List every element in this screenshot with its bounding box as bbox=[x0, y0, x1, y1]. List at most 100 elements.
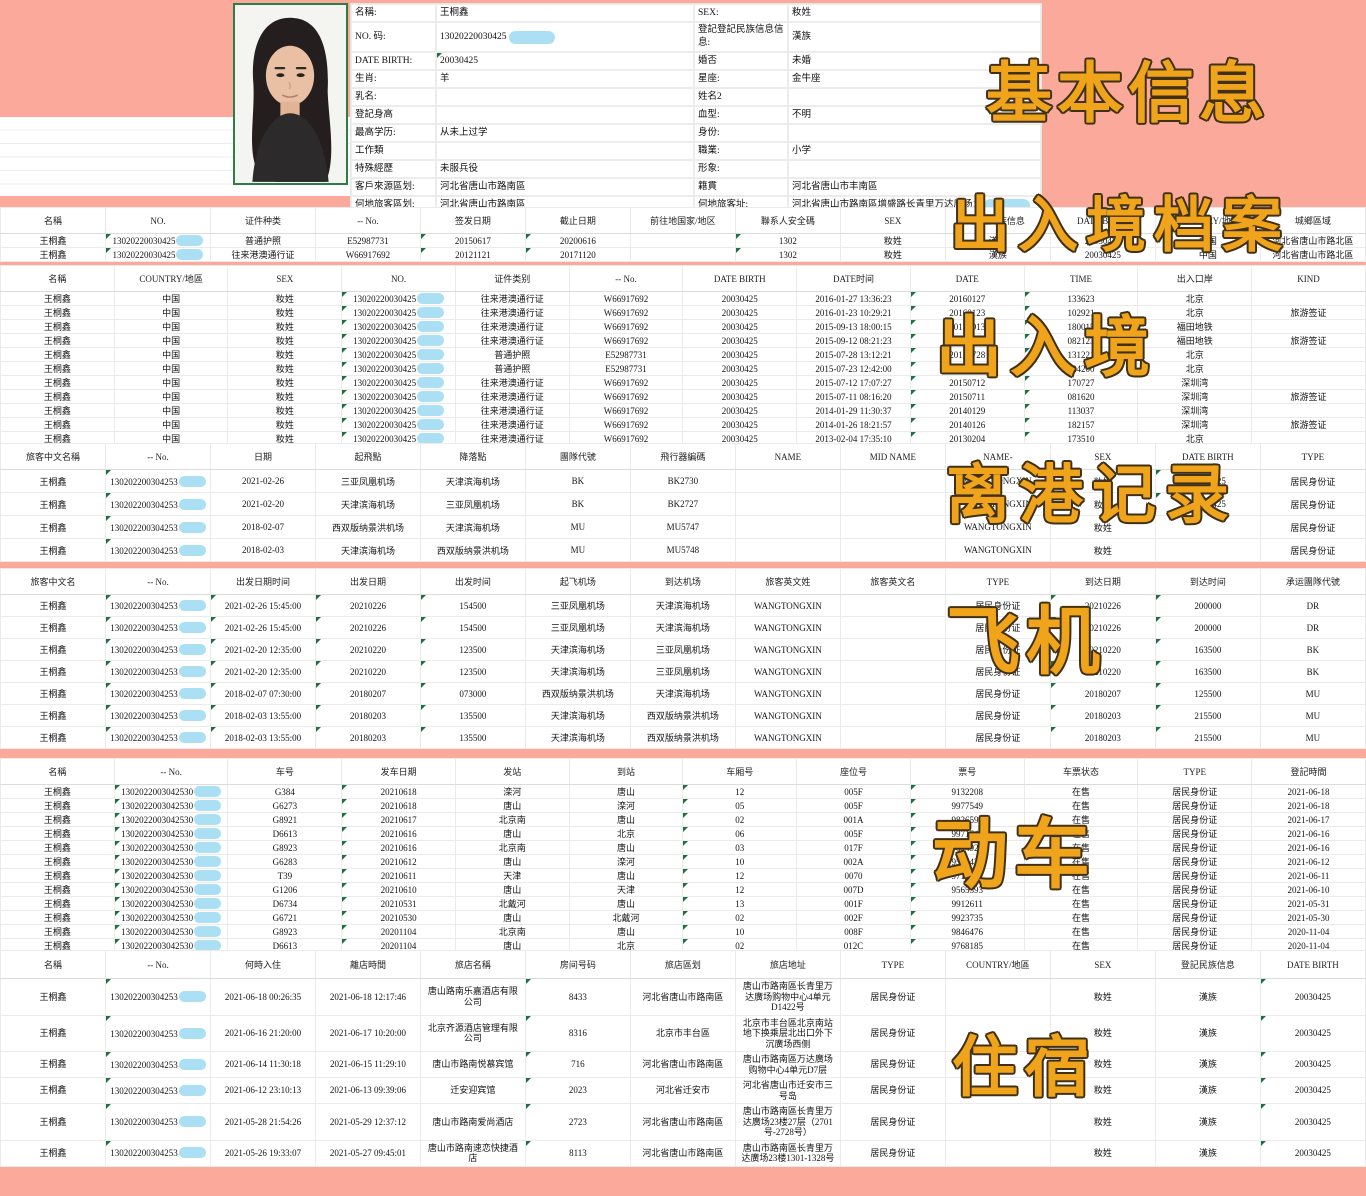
green-corner-marker bbox=[106, 661, 111, 666]
cell: 13020220030425 bbox=[341, 375, 456, 390]
green-corner-marker bbox=[526, 1052, 531, 1057]
cell: 王桐鑫 bbox=[0, 882, 115, 897]
cell: 中国 bbox=[113, 291, 229, 306]
column-header: 起飛點 bbox=[314, 443, 421, 470]
redaction-blur bbox=[176, 235, 204, 246]
cell: 131221 bbox=[1023, 347, 1139, 362]
green-corner-marker bbox=[1051, 639, 1056, 644]
cell: 王桐鑫 bbox=[0, 868, 115, 883]
cell bbox=[734, 492, 841, 516]
redaction-blur bbox=[417, 391, 445, 402]
column-header: 到达时间 bbox=[1154, 568, 1261, 595]
cell: 2021-02-20 bbox=[209, 492, 316, 516]
cell: BK bbox=[524, 492, 631, 516]
cell: MU5748 bbox=[629, 538, 736, 562]
redaction-blur bbox=[178, 644, 206, 655]
cell: 2021-06-15 11:29:10 bbox=[314, 1051, 421, 1078]
cell: 20030425 bbox=[682, 403, 798, 418]
cell: 唐山 bbox=[568, 840, 684, 855]
cell: WANGTONGXIN bbox=[734, 726, 841, 749]
cell: 20030425 bbox=[682, 389, 798, 404]
cell: 唐山 bbox=[454, 798, 570, 813]
green-corner-marker bbox=[106, 539, 111, 544]
cell: 天津滨海机场 bbox=[629, 594, 736, 617]
cell: 居民身份证 bbox=[1137, 784, 1253, 799]
column-header: 何時入住 bbox=[209, 950, 316, 979]
field-label: 籍貫 bbox=[694, 178, 788, 196]
cell: 王桐鑫 bbox=[0, 1051, 106, 1078]
cell: 20210226 bbox=[314, 616, 421, 639]
green-corner-marker bbox=[1025, 404, 1030, 409]
cell: 2018-02-03 13:55:00 bbox=[209, 704, 316, 727]
field-label: SEX: bbox=[694, 4, 788, 22]
green-corner-marker bbox=[683, 841, 689, 846]
cell: 20030425 bbox=[1259, 1139, 1366, 1167]
field-label: 名稱: bbox=[351, 4, 436, 22]
green-corner-marker bbox=[342, 841, 348, 846]
field-value bbox=[788, 160, 1041, 178]
cell: 居民身份证 bbox=[1137, 924, 1253, 939]
cell: 001A bbox=[796, 812, 911, 827]
cell: 籹姓 bbox=[1049, 538, 1156, 562]
cell: 唐山 bbox=[568, 784, 684, 799]
cell: 籹姓 bbox=[227, 319, 343, 334]
green-corner-marker bbox=[342, 897, 348, 902]
cell: 20210226 bbox=[314, 594, 421, 617]
cell: 漢族 bbox=[1154, 1139, 1261, 1167]
table-row: 王桐鑫 1302022003042530 D6613 20210616 唐山 北京 06 00… bbox=[0, 826, 1366, 841]
green-corner-marker bbox=[683, 869, 689, 874]
cell bbox=[1154, 515, 1261, 539]
green-corner-marker bbox=[683, 939, 689, 944]
cell: 2015-07-11 08:16:20 bbox=[796, 389, 911, 404]
table-row: 王桐鑫 130202200304253 2018-02-03 13:55:00 201… bbox=[0, 704, 1366, 727]
column-header: SEX bbox=[1049, 950, 1156, 979]
cell: 1302022003042530 bbox=[113, 784, 229, 799]
cell: 20121121 bbox=[419, 247, 526, 262]
redaction-blur bbox=[194, 912, 222, 923]
cell: W66917692 bbox=[568, 389, 684, 404]
field-label: 身份: bbox=[694, 124, 788, 142]
cell: 20030425 bbox=[1259, 1014, 1366, 1052]
green-corner-marker bbox=[1261, 1015, 1266, 1021]
cell: 20030425 bbox=[1049, 247, 1156, 262]
cell: G6721 bbox=[227, 910, 343, 925]
green-corner-marker bbox=[106, 493, 111, 498]
cell: G6273 bbox=[227, 798, 343, 813]
cell: 王桐鑫 bbox=[0, 1014, 106, 1052]
redaction-blur bbox=[194, 898, 222, 909]
column-header: 截止日期 bbox=[524, 207, 631, 234]
cell: 天津滨海机场 bbox=[629, 682, 736, 705]
exit-entry-records-table: 名稱 COUNTRY/地區 SEX NO. 证件类别 -- No. DATE BIRTH DA… bbox=[0, 265, 1366, 460]
redaction-blur bbox=[178, 732, 206, 743]
cell: 2015-09-13 18:00:15 bbox=[796, 319, 911, 334]
table-row: 王桐鑫 130202200304253 2018-02-03 13:55:00 201… bbox=[0, 726, 1366, 749]
redaction-blur bbox=[178, 521, 206, 533]
green-corner-marker bbox=[1261, 1141, 1266, 1146]
cell: 20210611 bbox=[341, 868, 456, 883]
green-corner-marker bbox=[115, 911, 120, 916]
column-header: 名稱 bbox=[0, 265, 115, 292]
cell: 20210531 bbox=[341, 896, 456, 911]
green-corner-marker bbox=[526, 1141, 531, 1146]
field-label: NO. 码: bbox=[351, 22, 436, 52]
column-header: SEX bbox=[839, 207, 946, 234]
cell bbox=[839, 660, 946, 683]
green-corner-marker bbox=[526, 1104, 531, 1109]
cell: 9846476 bbox=[909, 924, 1025, 939]
cell: 居民身份证 bbox=[839, 1014, 946, 1052]
cell: 王桐鑫 bbox=[0, 233, 106, 248]
green-corner-marker bbox=[421, 683, 426, 688]
column-header: NAME- bbox=[944, 443, 1051, 470]
cell: 王桐鑫 bbox=[0, 389, 115, 404]
field-value: 小学 bbox=[788, 142, 1041, 160]
cell: WANGTONGXIN bbox=[944, 538, 1051, 562]
green-corner-marker bbox=[342, 418, 348, 423]
field-value: 籹姓 bbox=[788, 4, 1041, 22]
cell: 001F bbox=[796, 896, 911, 911]
cell: 2021-05-26 19:33:07 bbox=[209, 1139, 316, 1167]
cell: 2018-02-03 13:55:00 bbox=[209, 726, 316, 749]
field-label: 生肖: bbox=[351, 70, 436, 88]
cell: 王桐鑫 bbox=[0, 417, 115, 432]
cell: 215500 bbox=[1154, 704, 1261, 727]
